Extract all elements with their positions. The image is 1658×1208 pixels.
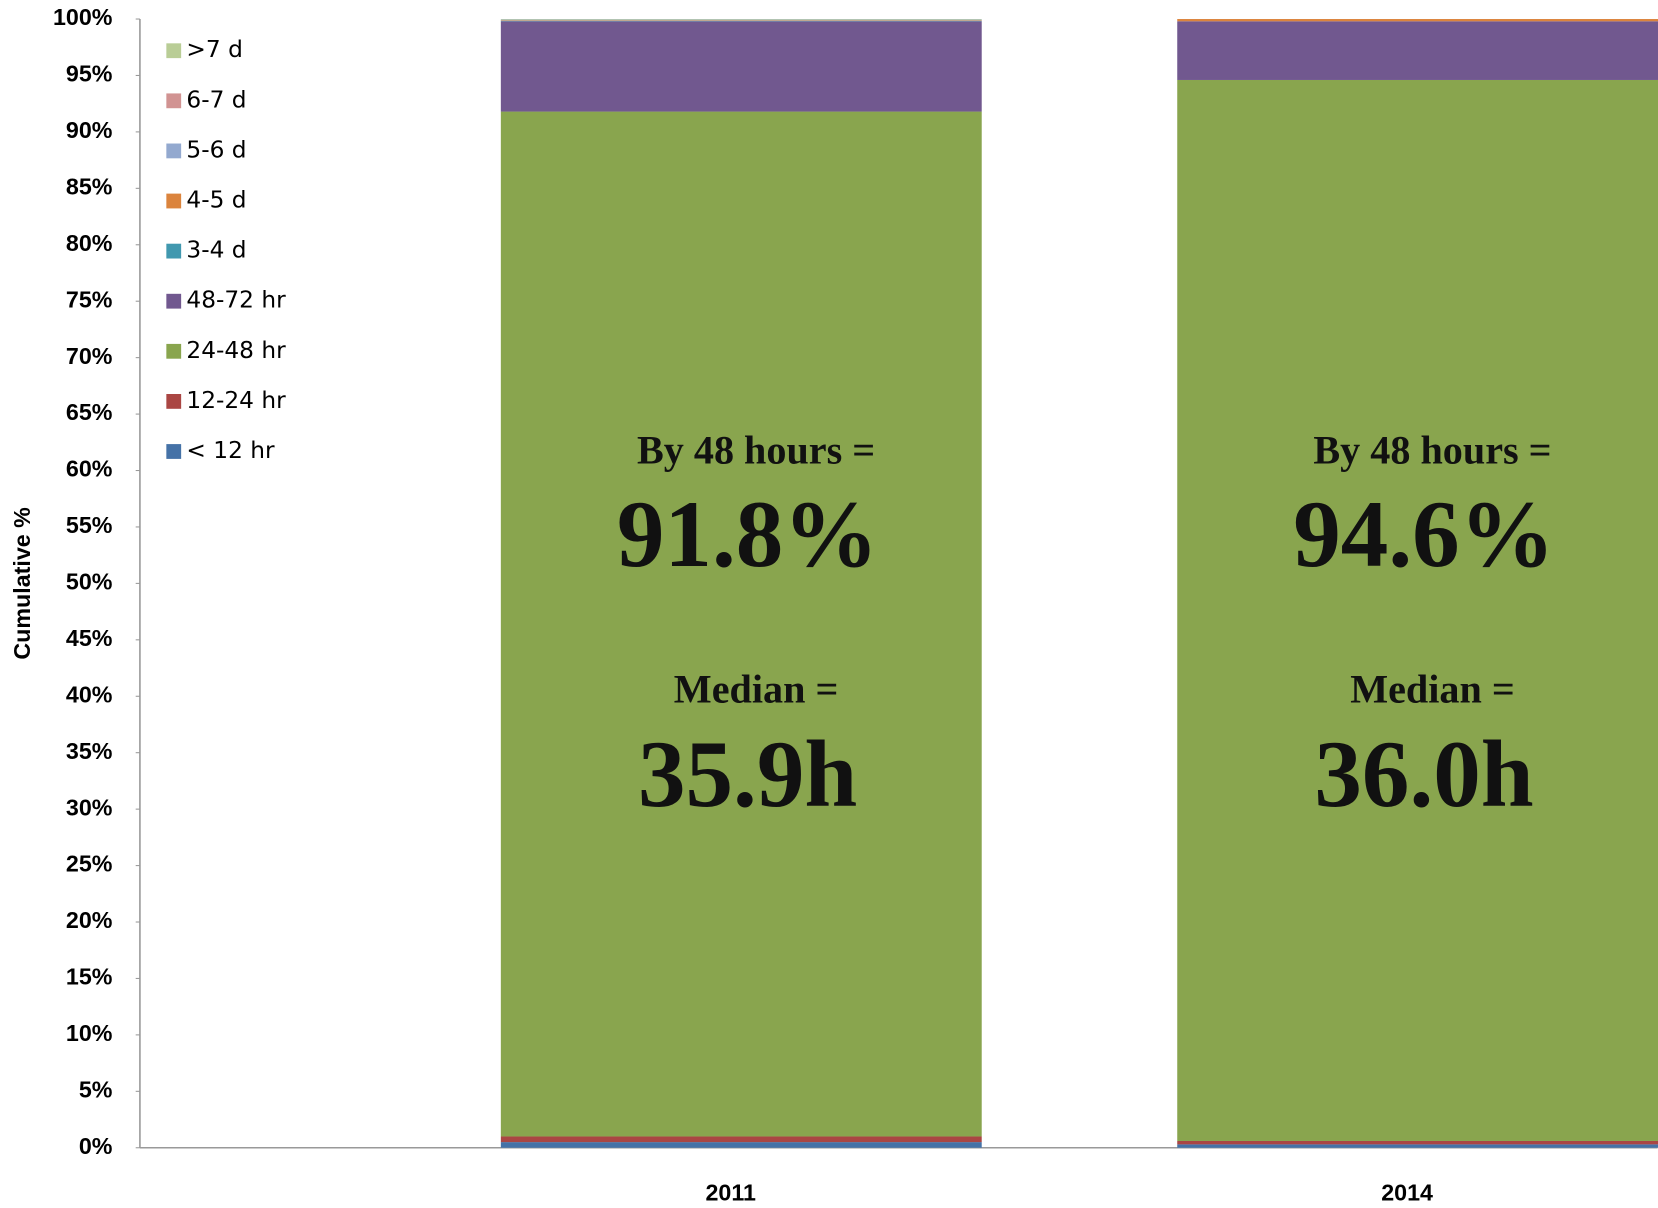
legend-swatch <box>166 43 182 59</box>
y-tick-label: 40% <box>66 681 113 707</box>
legend-swatch <box>166 193 182 209</box>
bar-segment <box>500 19 982 21</box>
annotation: 36.0h <box>1314 721 1533 827</box>
legend-swatch <box>166 293 182 309</box>
y-tick-label: 55% <box>66 512 113 538</box>
annotation: 94.6% <box>1293 481 1555 587</box>
x-tick-label: 2011 <box>705 1179 756 1205</box>
legend-label: 6-7 d <box>186 86 246 113</box>
y-tick-label: 90% <box>66 117 113 143</box>
bar-segment <box>500 20 982 22</box>
x-tick-label: 2014 <box>1381 1179 1433 1205</box>
bar-segment <box>500 21 982 112</box>
y-tick-label: 95% <box>66 61 113 87</box>
y-tick-label: 85% <box>66 173 113 199</box>
bar-segment <box>500 111 982 1137</box>
annotation: 91.8% <box>617 481 879 587</box>
legend-swatch <box>166 394 182 409</box>
annotation: Median = <box>1350 667 1515 712</box>
legend-label: 48-72 hr <box>186 287 286 314</box>
legend-label: >7 d <box>186 36 242 63</box>
legend-swatch <box>166 143 182 159</box>
bar-segment <box>1177 21 1658 80</box>
y-tick-label: 65% <box>66 399 113 425</box>
legend-swatch <box>166 444 182 459</box>
y-tick-label: 45% <box>66 625 113 651</box>
legend-label: 3-4 d <box>186 237 246 264</box>
y-tick-label: 35% <box>66 738 113 764</box>
legend-swatch <box>166 243 182 259</box>
annotation: By 48 hours = <box>637 428 875 473</box>
bar-segment <box>1177 1140 1658 1145</box>
y-tick-label: 5% <box>79 1076 113 1102</box>
bar-segment <box>500 20 982 21</box>
y-axis-label: Cumulative % <box>9 507 35 660</box>
y-tick-label: 50% <box>66 569 113 595</box>
legend-swatch <box>166 93 182 109</box>
legend-label: < 12 hr <box>186 437 275 464</box>
annotation: 35.9h <box>638 721 857 827</box>
y-tick-label: 100% <box>53 4 113 30</box>
y-tick-label: 20% <box>66 907 113 933</box>
legend-swatch <box>166 343 182 359</box>
y-tick-label: 70% <box>66 343 113 369</box>
annotation: Median = <box>674 667 839 712</box>
legend-label: 12-24 hr <box>186 387 286 414</box>
annotation: By 48 hours = <box>1313 428 1551 473</box>
legend-label: 24-48 hr <box>186 337 286 364</box>
y-tick-label: 75% <box>66 286 113 312</box>
bar-segment <box>500 1142 982 1148</box>
bar-segment <box>1177 1144 1658 1148</box>
bar-segment <box>500 19 982 20</box>
legend-label: 4-5 d <box>186 187 246 214</box>
y-tick-label: 60% <box>66 456 113 482</box>
y-tick-label: 30% <box>66 794 113 820</box>
bar-segment <box>500 1136 982 1143</box>
legend-label: 5-6 d <box>186 136 246 163</box>
y-tick-label: 0% <box>79 1133 113 1159</box>
y-tick-label: 10% <box>66 1020 113 1046</box>
bar-segment <box>1177 79 1658 1141</box>
y-tick-label: 15% <box>66 964 113 990</box>
bar-segment <box>1177 19 1658 22</box>
y-tick-label: 25% <box>66 851 113 877</box>
y-tick-label: 80% <box>66 230 113 256</box>
